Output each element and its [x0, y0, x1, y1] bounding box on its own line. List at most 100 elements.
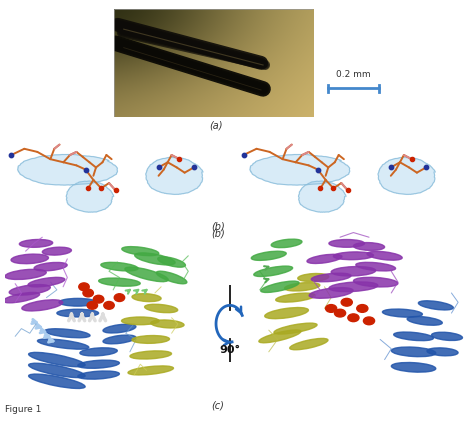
Ellipse shape: [407, 317, 442, 325]
Ellipse shape: [42, 247, 72, 255]
Ellipse shape: [383, 309, 422, 317]
Ellipse shape: [78, 360, 119, 368]
Circle shape: [348, 314, 359, 322]
Ellipse shape: [158, 257, 185, 267]
Ellipse shape: [265, 308, 309, 319]
Ellipse shape: [130, 351, 172, 359]
Point: [240, 152, 247, 158]
Circle shape: [341, 298, 352, 306]
Ellipse shape: [9, 285, 50, 295]
Ellipse shape: [307, 254, 342, 263]
Circle shape: [93, 295, 104, 303]
Ellipse shape: [151, 320, 184, 328]
Ellipse shape: [311, 273, 351, 282]
Ellipse shape: [392, 347, 436, 357]
Ellipse shape: [419, 301, 453, 310]
Ellipse shape: [298, 273, 329, 282]
Ellipse shape: [121, 317, 159, 325]
Polygon shape: [250, 155, 350, 185]
Circle shape: [335, 309, 346, 317]
Ellipse shape: [11, 254, 48, 264]
Circle shape: [79, 283, 89, 291]
Ellipse shape: [101, 262, 138, 271]
Polygon shape: [18, 155, 118, 185]
Ellipse shape: [103, 335, 136, 344]
Ellipse shape: [329, 239, 365, 247]
Point: [408, 156, 415, 163]
Ellipse shape: [284, 282, 320, 291]
Ellipse shape: [34, 262, 67, 271]
Ellipse shape: [59, 298, 97, 306]
Circle shape: [83, 289, 93, 297]
Point: [97, 185, 105, 192]
Point: [82, 166, 89, 173]
Point: [422, 164, 430, 171]
Ellipse shape: [333, 252, 374, 260]
Ellipse shape: [394, 332, 433, 341]
Point: [84, 185, 92, 192]
Ellipse shape: [122, 247, 159, 256]
Point: [317, 185, 324, 192]
Ellipse shape: [5, 269, 46, 279]
Ellipse shape: [28, 277, 65, 287]
Circle shape: [357, 305, 368, 312]
Point: [112, 187, 119, 194]
Ellipse shape: [103, 324, 136, 333]
Text: Figure 1: Figure 1: [5, 405, 41, 414]
Ellipse shape: [132, 294, 161, 302]
Ellipse shape: [28, 363, 85, 377]
Ellipse shape: [28, 374, 85, 389]
Ellipse shape: [28, 352, 85, 367]
Circle shape: [326, 305, 337, 312]
Point: [155, 164, 162, 171]
Ellipse shape: [259, 330, 301, 343]
Ellipse shape: [251, 251, 286, 260]
Ellipse shape: [125, 267, 168, 282]
Ellipse shape: [135, 253, 175, 265]
Ellipse shape: [19, 239, 53, 248]
Point: [175, 156, 183, 163]
Circle shape: [87, 302, 98, 309]
Ellipse shape: [57, 309, 99, 317]
Point: [8, 152, 15, 158]
Circle shape: [114, 294, 125, 302]
Ellipse shape: [354, 277, 398, 287]
Ellipse shape: [276, 293, 315, 302]
Ellipse shape: [356, 262, 396, 271]
Ellipse shape: [45, 329, 90, 338]
Ellipse shape: [261, 281, 299, 292]
Text: 90°: 90°: [219, 345, 240, 355]
Point: [314, 166, 321, 173]
Ellipse shape: [78, 371, 119, 379]
Circle shape: [104, 302, 114, 309]
Ellipse shape: [354, 242, 384, 250]
Ellipse shape: [329, 282, 378, 292]
Ellipse shape: [80, 348, 117, 356]
Ellipse shape: [37, 339, 89, 349]
Ellipse shape: [392, 363, 436, 372]
Polygon shape: [378, 158, 435, 194]
Ellipse shape: [132, 336, 170, 343]
Ellipse shape: [22, 300, 63, 311]
Point: [329, 185, 337, 192]
Ellipse shape: [290, 338, 328, 350]
Ellipse shape: [254, 266, 292, 276]
Point: [344, 187, 352, 194]
Polygon shape: [146, 158, 203, 194]
Ellipse shape: [331, 267, 376, 276]
Ellipse shape: [3, 292, 40, 303]
Text: (c): (c): [211, 400, 225, 411]
Ellipse shape: [271, 239, 302, 248]
Point: [190, 164, 198, 171]
Circle shape: [364, 317, 374, 325]
Text: (a): (a): [209, 120, 222, 130]
Ellipse shape: [156, 271, 187, 284]
Ellipse shape: [309, 288, 353, 298]
Ellipse shape: [128, 366, 173, 375]
Polygon shape: [66, 181, 114, 212]
Ellipse shape: [145, 304, 178, 313]
Text: (b): (b): [211, 228, 225, 238]
Ellipse shape: [99, 278, 140, 286]
Polygon shape: [299, 181, 346, 212]
Ellipse shape: [427, 348, 458, 356]
